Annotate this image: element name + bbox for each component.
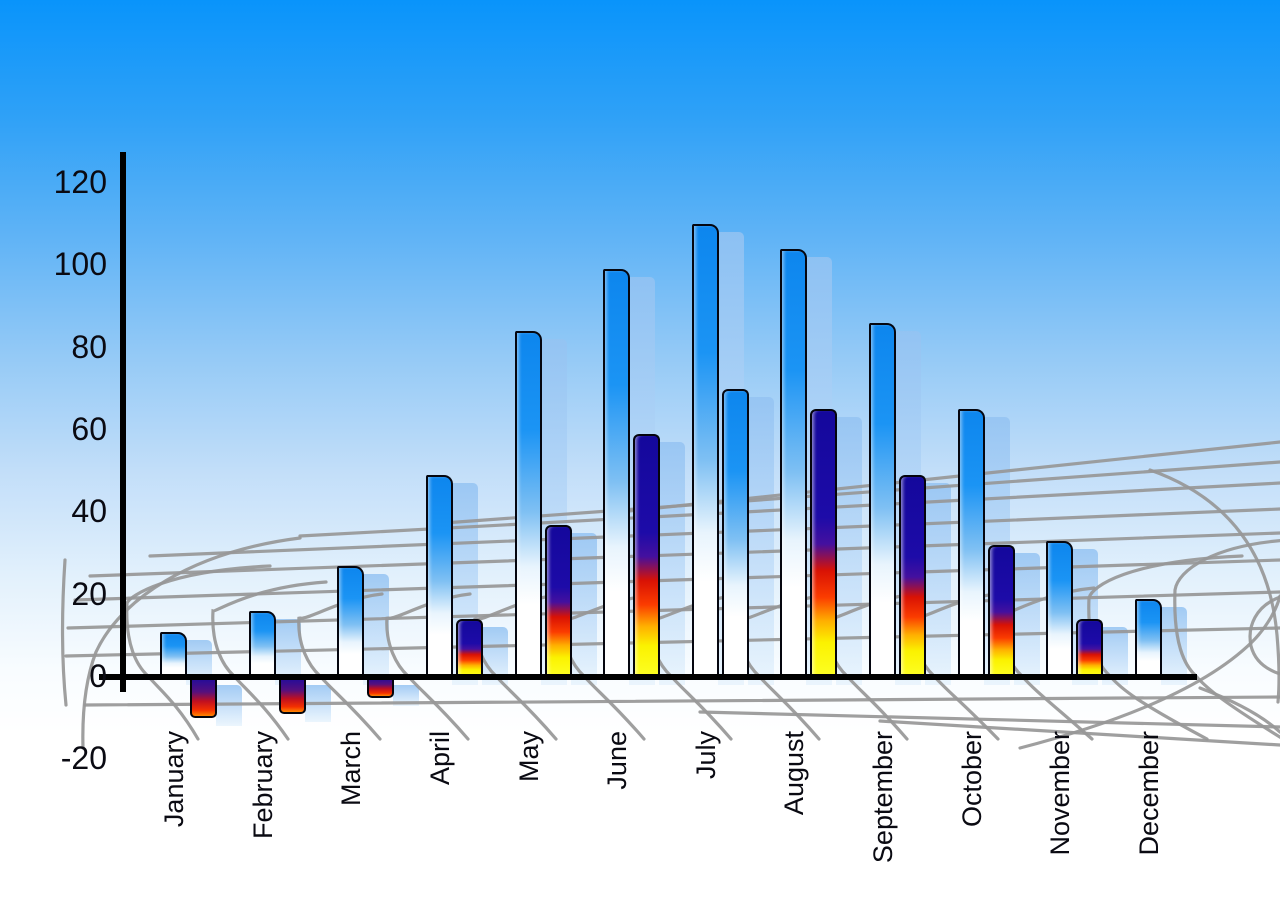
x-axis-label-october: October [956,731,987,828]
grid-line [878,719,1280,747]
bar-series1-may [514,331,542,677]
grid-line [297,592,384,741]
grid-line [60,558,68,707]
grid-line [73,558,1280,602]
grid-line [88,531,1280,578]
grid-line [1248,595,1280,676]
grid-line [83,695,1280,707]
bar-shadow-series2-september [925,483,952,685]
bar-series2-may [544,525,572,677]
x-axis-label-august: August [779,731,810,816]
bar-series1-july [691,224,719,677]
bar-series1-december [1135,599,1163,677]
bar-series1-february [248,611,276,677]
x-axis-label-may: May [513,731,544,783]
bar-shadow-series2-march [393,685,420,706]
bar-series1-september [869,323,897,677]
y-tick-label-100: 100 [53,246,107,282]
bar-series2-march [367,677,395,698]
x-axis-label-january: January [159,731,189,828]
bar-series1-june [603,269,631,677]
grid-line [1018,594,1280,750]
grid-line [81,536,302,750]
y-tick-label-80: 80 [71,329,107,365]
bar-series2-october [987,545,1015,677]
grid-line [736,594,823,741]
grid-line [698,710,1280,729]
grid-line [1148,468,1280,704]
bar-series2-august [810,409,838,677]
x-axis-label-november: November [1045,731,1076,856]
y-axis-line [120,152,126,692]
bar-series2-july [721,389,749,677]
grid-line [1173,539,1280,740]
bar-series2-february [278,677,306,714]
y-tick-label-60: 60 [71,411,107,447]
grid-line [1198,686,1280,734]
x-axis-label-march: March [336,731,367,807]
x-axis-label-december: December [1134,731,1165,856]
x-axis-label-july: July [690,731,721,780]
bar-series1-august [780,249,808,677]
grid-line [211,580,328,741]
bar-shadow-series2-october [1013,553,1040,685]
bar-shadow-series2-august [836,417,863,685]
x-axis-label-april: April [424,731,455,786]
bar-series2-june [633,434,661,677]
grid-line [428,460,1280,526]
y-tick-label-40: 40 [71,493,107,529]
bar-shadow-series2-june [659,442,686,685]
bar-series2-november [1076,619,1104,677]
y-tick-label-20: 20 [71,576,107,612]
grid-line [1087,554,1244,741]
x-axis-line [99,674,1197,680]
bar-series1-october [957,409,985,677]
grid-line [385,592,472,741]
y-tick-label--20: -20 [60,740,107,776]
bar-series2-january [190,677,217,718]
bar-shadow-series1-march [363,574,390,685]
bar-series1-november [1046,541,1074,677]
y-tick-label-120: 120 [53,164,107,200]
x-axis-label-september: September [868,731,899,864]
bar-series1-april [425,475,453,677]
x-axis-label-february: February [247,731,278,840]
x-axis-label-june: June [602,731,633,790]
bar-series1-march [337,566,365,677]
bar-series2-september [899,475,927,677]
bar-shadow-series2-july [747,397,774,685]
grid-line [125,564,272,741]
bar-series1-january [160,632,187,677]
y-tick-label-0: 0 [89,658,107,694]
bar-series2-april [455,619,483,677]
